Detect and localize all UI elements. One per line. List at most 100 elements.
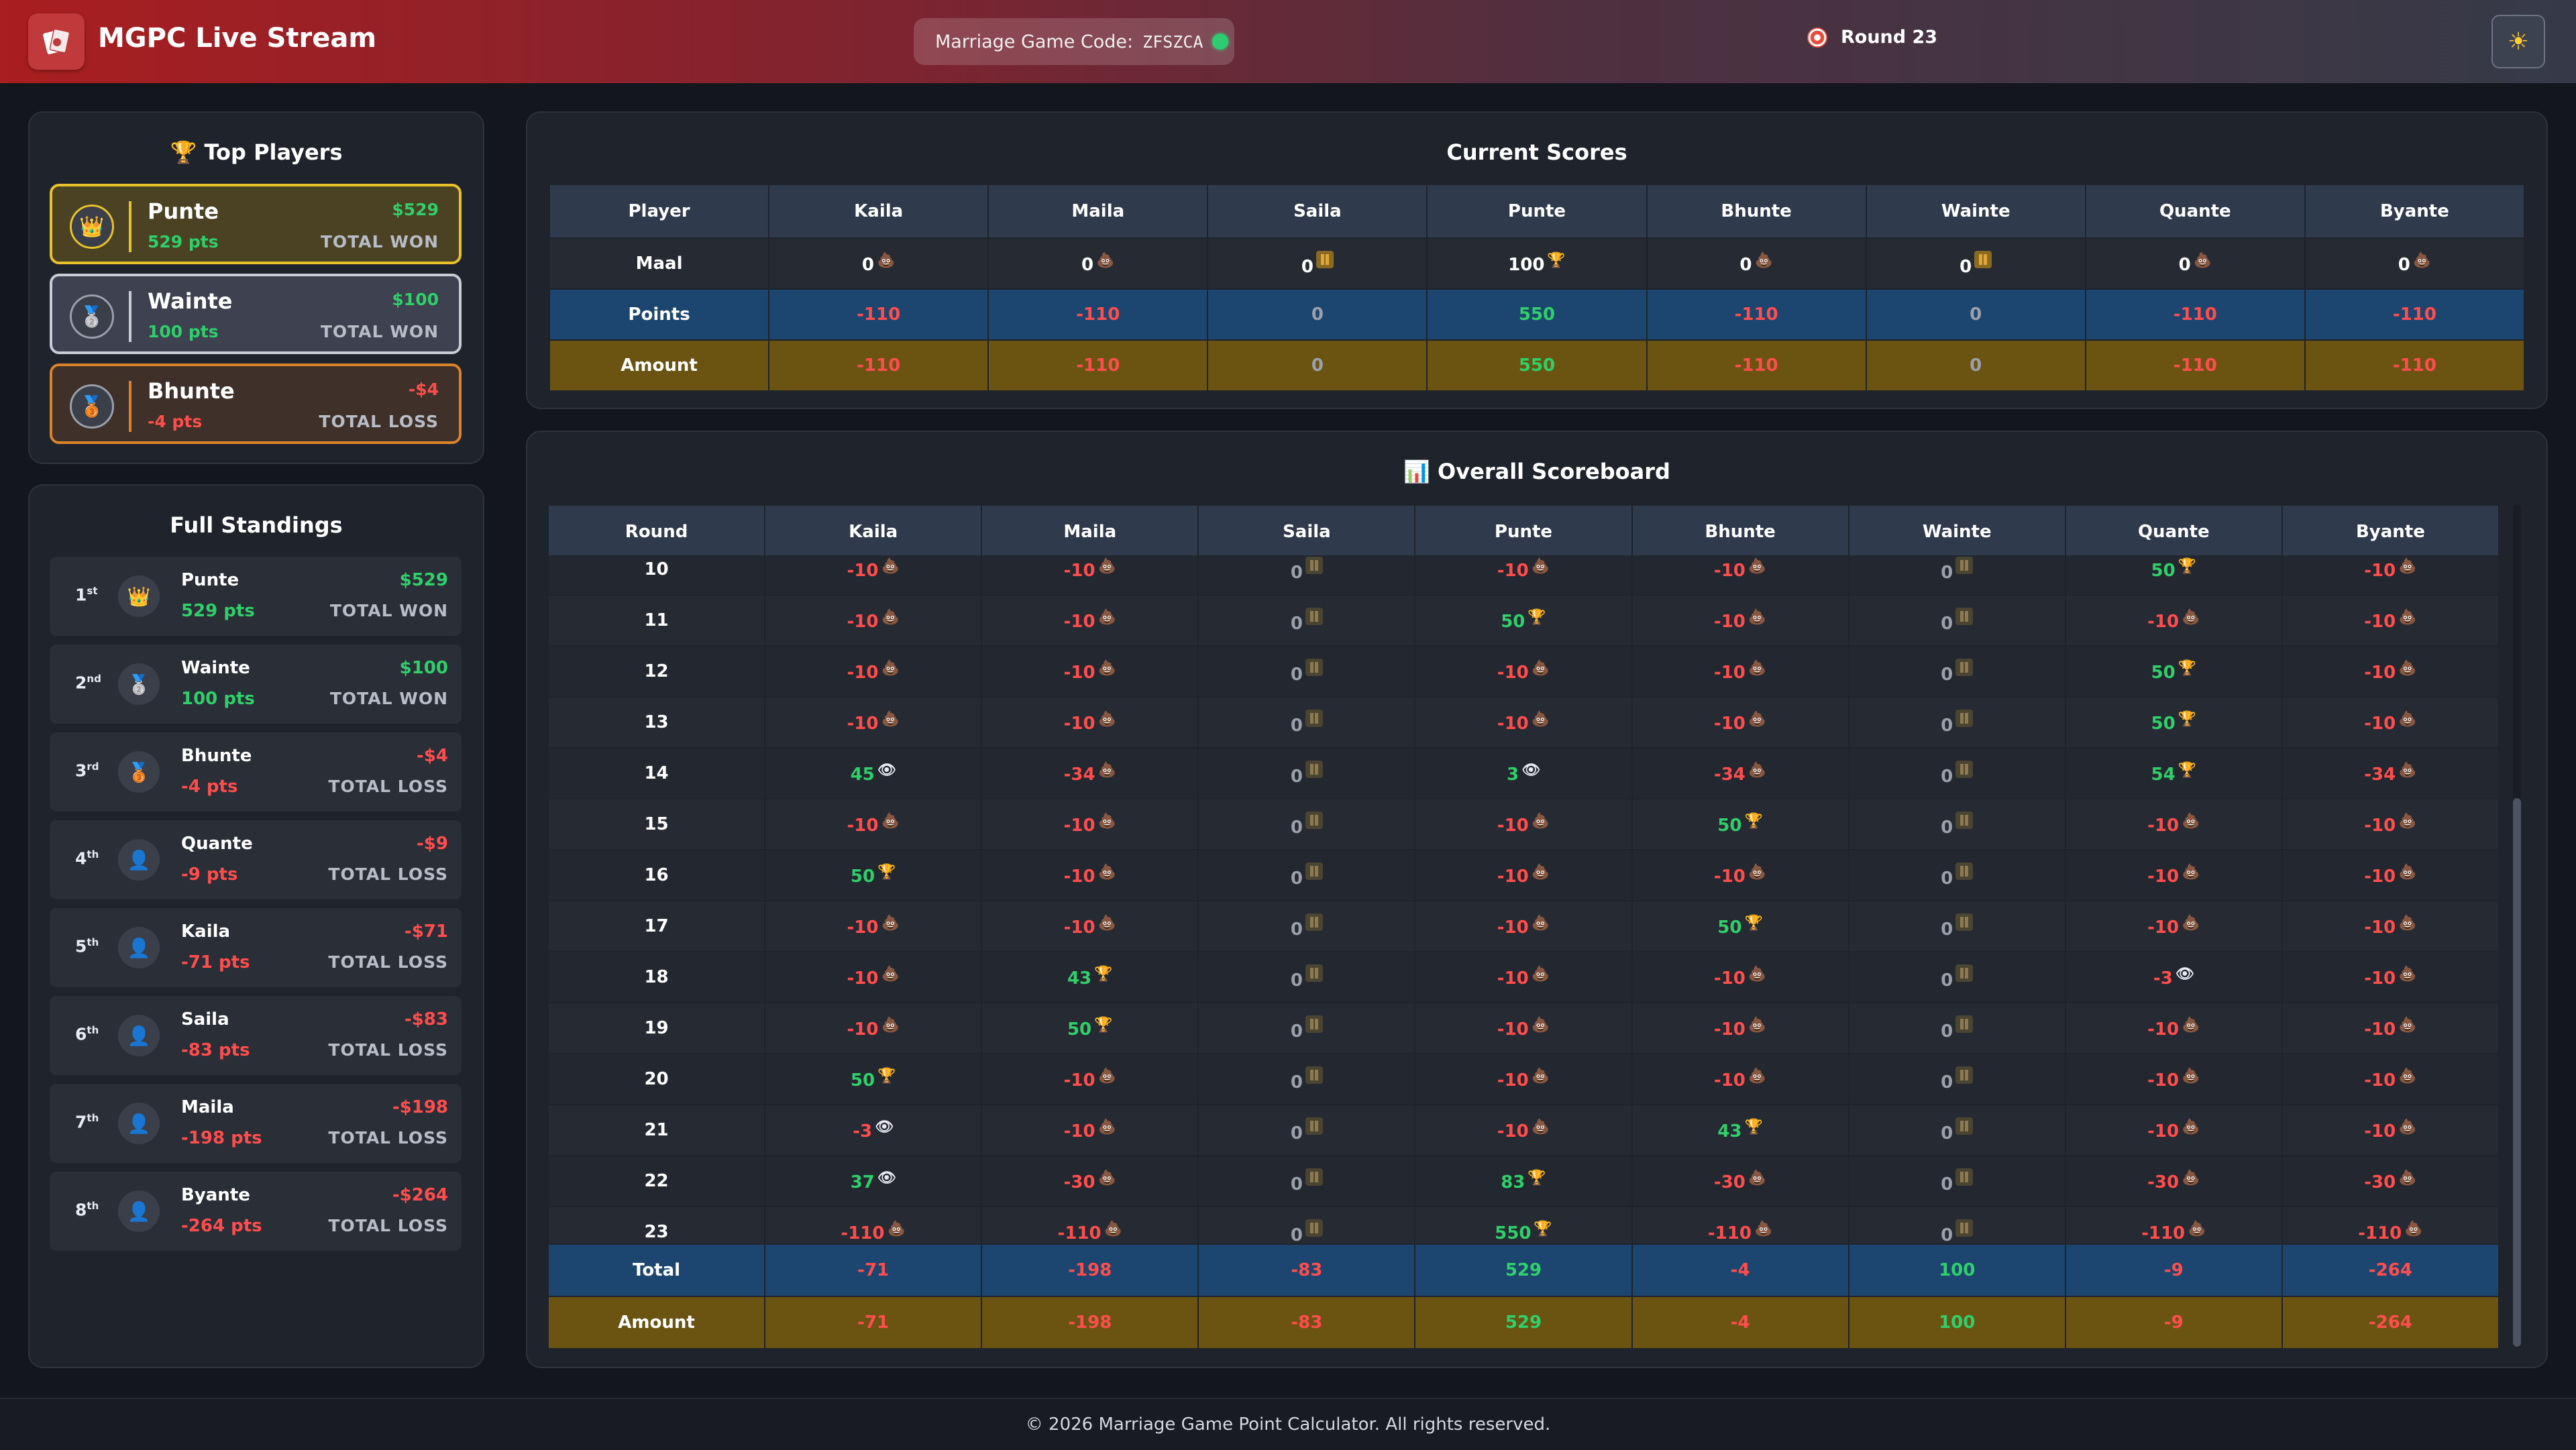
pause-icon bbox=[1305, 1117, 1323, 1135]
points-cell: -110 bbox=[2304, 288, 2526, 341]
poop-icon: 💩 bbox=[1748, 609, 1767, 626]
poop-icon: 💩 bbox=[2398, 915, 2417, 932]
round-score-cell: 0 bbox=[1847, 1104, 2066, 1156]
standing-row[interactable]: 3rd 🥉 Bhunte -4 pts -$4 TOTAL LOSS bbox=[50, 732, 462, 812]
round-score-cell: 0 bbox=[1847, 849, 2066, 901]
pause-icon bbox=[1305, 760, 1323, 778]
round-score-cell: -10 💩 bbox=[1414, 1053, 1633, 1105]
round-score-cell: 45 👁 bbox=[764, 747, 983, 799]
trophy-icon: 🏆 bbox=[170, 140, 197, 165]
round-score-cell: 0 bbox=[1197, 1206, 1416, 1243]
round-score-cell: 0 bbox=[1197, 798, 1416, 850]
poop-icon: 💩 bbox=[1754, 252, 1773, 269]
poop-icon: 💩 bbox=[1531, 915, 1550, 932]
full-standings-panel: Full Standings 1st 👑 Punte 529 pts $529 TOTAL… bbox=[28, 484, 484, 1368]
round-score-cell: -3 👁 bbox=[764, 1104, 983, 1156]
round-score-cell: -10 💩 bbox=[2064, 594, 2283, 647]
standing-amount: -$4 bbox=[417, 746, 448, 766]
scoreboard-scrollbar-thumb[interactable] bbox=[2513, 798, 2521, 1347]
pause-icon bbox=[1955, 862, 1974, 880]
standing-row[interactable]: 8th 👤 Byante -264 pts -$264 TOTAL LOSS bbox=[50, 1172, 462, 1251]
standing-name: Maila bbox=[181, 1097, 234, 1117]
round-score-cell: -10 💩 bbox=[2281, 900, 2500, 952]
poop-icon: 💩 bbox=[1097, 915, 1116, 932]
round-score-cell: 50 🏆 bbox=[764, 1053, 983, 1105]
poop-icon: 💩 bbox=[1531, 966, 1550, 983]
round-score-cell: -10 💩 bbox=[981, 594, 1199, 647]
round-score-cell: -10 💩 bbox=[764, 900, 983, 952]
top-player-card-2[interactable]: 🥈 Wainte 100 pts $100 TOTAL WON bbox=[50, 274, 462, 354]
round-score-cell: 54 🏆 bbox=[2064, 747, 2283, 799]
sun-icon: ☀ bbox=[2507, 27, 2530, 56]
standing-name: Byante bbox=[181, 1185, 250, 1205]
poop-icon: 💩 bbox=[1097, 1068, 1116, 1084]
round-score-cell: -10 💩 bbox=[2064, 1053, 2283, 1105]
round-score-cell: -10 💩 bbox=[1631, 1002, 1849, 1054]
trophy-icon: 🏆 bbox=[2178, 711, 2197, 728]
standing-points: -198 pts bbox=[181, 1128, 262, 1148]
pause-icon bbox=[1955, 658, 1974, 676]
round-score-cell: 0 bbox=[1197, 594, 1416, 647]
round-score-cell: -10 💩 bbox=[1414, 849, 1633, 901]
pause-icon bbox=[1955, 760, 1974, 778]
standing-row[interactable]: 2nd 🥈 Wainte 100 pts $100 TOTAL WON bbox=[50, 645, 462, 724]
theme-toggle-button[interactable]: ☀ bbox=[2491, 15, 2545, 68]
column-header-wainte: Wainte bbox=[1847, 504, 2066, 559]
top-player-card-3[interactable]: 🥉 Bhunte -4 pts -$4 TOTAL LOSS bbox=[50, 364, 462, 444]
pause-icon bbox=[1955, 913, 1974, 931]
poop-icon: 💩 bbox=[2404, 1221, 2423, 1237]
standing-rank: 8th bbox=[75, 1200, 99, 1220]
round-score-cell: -30 💩 bbox=[1631, 1155, 1849, 1207]
crown-icon: 👑 bbox=[70, 205, 114, 249]
round-score-cell: 0 bbox=[1197, 696, 1416, 748]
round-score-cell: -110 💩 bbox=[2281, 1206, 2500, 1243]
standing-row[interactable]: 6th 👤 Saila -83 pts -$83 TOTAL LOSS bbox=[50, 996, 462, 1075]
poop-icon: 💩 bbox=[2182, 1068, 2200, 1084]
standing-row[interactable]: 1st 👑 Punte 529 pts $529 TOTAL WON bbox=[50, 557, 462, 636]
pause-icon bbox=[1955, 1168, 1974, 1186]
round-score-cell: -10 💩 bbox=[1631, 645, 1849, 698]
standing-name: Quante bbox=[181, 834, 253, 854]
maal-row: Maal 0 💩 0 💩 0 100 🏆 0 💩 0 0 💩 0 💩 bbox=[548, 237, 2526, 290]
standing-row[interactable]: 5th 👤 Kaila -71 pts -$71 TOTAL LOSS bbox=[50, 908, 462, 987]
poop-icon: 💩 bbox=[2398, 660, 2417, 677]
overall-scoreboard-scroll-area[interactable]: 10 -10 💩 -10 💩 0 -10 💩 -10 💩 0 50 🏆 -10 💩 11 -10 💩 -10 💩 0 50… bbox=[547, 555, 2500, 1243]
pause-icon bbox=[1305, 913, 1323, 931]
round-score-cell: -10 💩 bbox=[1414, 555, 1633, 596]
points-label: Points bbox=[548, 288, 770, 341]
player-amount: -$4 bbox=[408, 380, 439, 399]
standing-row[interactable]: 7th 👤 Maila -198 pts -$198 TOTAL LOSS bbox=[50, 1084, 462, 1163]
round-number: 13 bbox=[547, 696, 766, 748]
pause-icon bbox=[1305, 1168, 1323, 1186]
pause-icon bbox=[1974, 250, 1992, 268]
pause-icon bbox=[1955, 709, 1974, 727]
round-score-cell: 0 bbox=[1197, 1002, 1416, 1054]
top-players-panel: 🏆 Top Players 👑 Punte 529 pts $529 TOTAL… bbox=[28, 111, 484, 464]
trophy-icon: 🏆 bbox=[1744, 1119, 1763, 1135]
eye-icon: 👁 bbox=[2175, 966, 2194, 983]
standing-amount-label: TOTAL WON bbox=[329, 689, 448, 708]
amount-cell: 550 bbox=[1426, 339, 1648, 392]
trophy-icon: 🏆 bbox=[1534, 1221, 1552, 1237]
round-row: 19 -10 💩 50 🏆 0 -10 💩 -10 💩 0 -10 💩 -10 💩 bbox=[547, 1002, 2500, 1054]
poop-icon: 💩 bbox=[1748, 558, 1767, 575]
game-code-value: ZFSZCA bbox=[1142, 32, 1203, 52]
standing-points: -9 pts bbox=[181, 865, 238, 885]
pause-icon bbox=[1305, 811, 1323, 829]
round-number: 20 bbox=[547, 1053, 766, 1105]
user-icon: 👤 bbox=[118, 1015, 160, 1056]
poop-icon: 💩 bbox=[1097, 1170, 1116, 1186]
points-cell: 550 bbox=[1426, 288, 1648, 341]
round-score-cell: 0 bbox=[1847, 594, 2066, 647]
poop-icon: 💩 bbox=[2182, 915, 2200, 932]
round-score-cell: -10 💩 bbox=[2064, 1104, 2283, 1156]
round-row: 15 -10 💩 -10 💩 0 -10 💩 50 🏆 0 -10 💩 -10 💩 bbox=[547, 798, 2500, 850]
standing-row[interactable]: 4th 👤 Quante -9 pts -$9 TOTAL LOSS bbox=[50, 820, 462, 899]
poop-icon: 💩 bbox=[2193, 252, 2212, 269]
top-player-card-1[interactable]: 👑 Punte 529 pts $529 TOTAL WON bbox=[50, 184, 462, 264]
pause-icon bbox=[1955, 1066, 1974, 1084]
maal-cell: 0 💩 bbox=[2084, 237, 2306, 290]
round-row: 16 50 🏆 -10 💩 0 -10 💩 -10 💩 0 -10 💩 -10 💩 bbox=[547, 849, 2500, 901]
poop-icon: 💩 bbox=[881, 813, 900, 830]
round-number: 22 bbox=[547, 1155, 766, 1207]
